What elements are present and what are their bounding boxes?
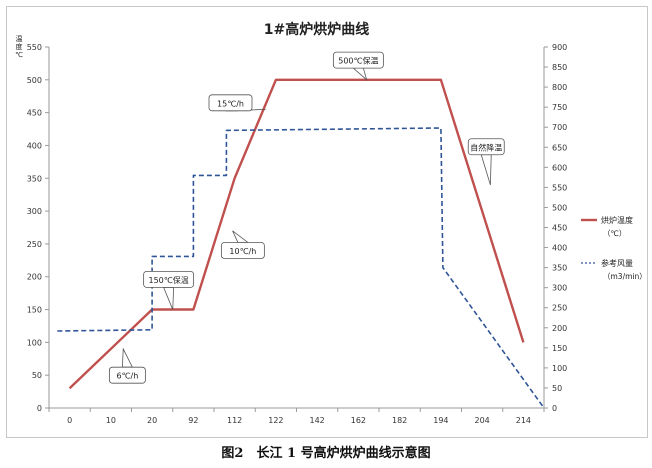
y-tick-label-left: 250 xyxy=(27,240,42,249)
x-tick-label: 10 xyxy=(106,416,116,425)
x-tick-label: 182 xyxy=(392,416,407,425)
annotation-label: 15℃/h xyxy=(217,99,244,108)
y-tick-label-right: 0 xyxy=(552,404,557,413)
chart-title: 1#高炉烘炉曲线 xyxy=(264,21,369,38)
annotation-pointer xyxy=(352,67,368,82)
y-axis-label-left: 温 xyxy=(16,34,23,43)
y-tick-label-right: 250 xyxy=(552,304,567,313)
y-tick-label-right: 200 xyxy=(552,324,567,333)
x-tick-label: 194 xyxy=(433,416,448,425)
y-tick-label-right: 800 xyxy=(552,83,567,92)
y-tick-label-left: 150 xyxy=(27,306,42,315)
y-tick-label-right: 100 xyxy=(552,364,567,373)
y-tick-label-left: 350 xyxy=(27,174,42,183)
y-tick-label-left: 50 xyxy=(32,371,42,380)
annotation-pointer xyxy=(163,286,175,310)
y-tick-label-right: 450 xyxy=(552,224,567,233)
annotation-label: 500℃保温 xyxy=(338,56,378,66)
y-tick-label-left: 200 xyxy=(27,273,42,282)
chart: 1#高炉烘炉曲线温度℃05010015020025030035040045050… xyxy=(15,21,647,425)
annotation-box xyxy=(143,270,195,288)
y-tick-label-left: 300 xyxy=(27,207,42,216)
y-tick-label-right: 550 xyxy=(552,183,567,192)
annotation-label: 150℃保温 xyxy=(148,275,188,285)
x-tick-label: 112 xyxy=(227,416,242,425)
y-tick-label-right: 750 xyxy=(552,103,567,112)
y-tick-label-right: 50 xyxy=(552,384,562,393)
x-tick-label: 162 xyxy=(351,416,366,425)
y-tick-label-right: 400 xyxy=(552,244,567,253)
y-tick-label-left: 0 xyxy=(37,404,42,413)
y-tick-label-right: 650 xyxy=(552,143,567,152)
y-tick-label-left: 550 xyxy=(27,43,42,52)
annotation-label: 10℃/h xyxy=(229,247,256,256)
y-axis-label-left: ℃ xyxy=(15,51,23,59)
legend-label: 参考风量 xyxy=(601,258,633,268)
annotation-pointer xyxy=(121,347,134,368)
figure-caption: 图2 长江 1 号高炉烘炉曲线示意图 xyxy=(221,446,431,461)
chart-frame: 1#高炉烘炉曲线温度 ℃ 0 50 100 150 200 250 300 350 400 450 50… xyxy=(6,6,648,438)
y-tick-label-left: 400 xyxy=(27,141,42,150)
legend-unit: （℃） xyxy=(603,229,626,238)
x-tick-label: 122 xyxy=(268,416,283,425)
y-tick-label-right: 500 xyxy=(552,203,567,212)
y-tick-label-right: 700 xyxy=(552,123,567,132)
annotation-box xyxy=(108,366,146,384)
annotation-box xyxy=(220,242,265,259)
y-tick-label-right: 150 xyxy=(552,344,567,353)
y-tick-label-left: 500 xyxy=(27,76,42,85)
series-line-temperature xyxy=(68,78,525,390)
y-tick-label-right: 900 xyxy=(552,43,567,52)
x-tick-label: 214 xyxy=(516,416,531,425)
annotation-box xyxy=(467,138,505,156)
annotation-label: 6℃/h xyxy=(116,372,138,381)
annotation-pointer xyxy=(480,154,492,185)
y-tick-label-right: 600 xyxy=(552,163,567,172)
annotation-box xyxy=(208,94,253,112)
y-tick-label-right: 300 xyxy=(552,284,567,293)
y-tick-label-left: 450 xyxy=(27,109,42,118)
y-tick-label-left: 100 xyxy=(27,338,42,347)
x-tick-label: 0 xyxy=(67,416,72,425)
y-tick-label-right: 350 xyxy=(552,264,567,273)
x-tick-label: 204 xyxy=(474,416,489,425)
legend-unit: （m3/min） xyxy=(603,272,647,281)
x-tick-label: 20 xyxy=(147,416,157,425)
annotation-pointer xyxy=(232,230,250,243)
legend-label: 烘炉温度 xyxy=(601,215,633,225)
annotation-label: 自然降温 xyxy=(470,142,502,152)
x-tick-label: 142 xyxy=(309,416,324,425)
y-tick-label-right: 850 xyxy=(552,63,567,72)
series-line-air-volume xyxy=(57,127,545,409)
x-tick-label: 92 xyxy=(188,416,198,425)
y-axis-label-left: 度 xyxy=(16,42,23,51)
annotation-box xyxy=(332,51,384,69)
